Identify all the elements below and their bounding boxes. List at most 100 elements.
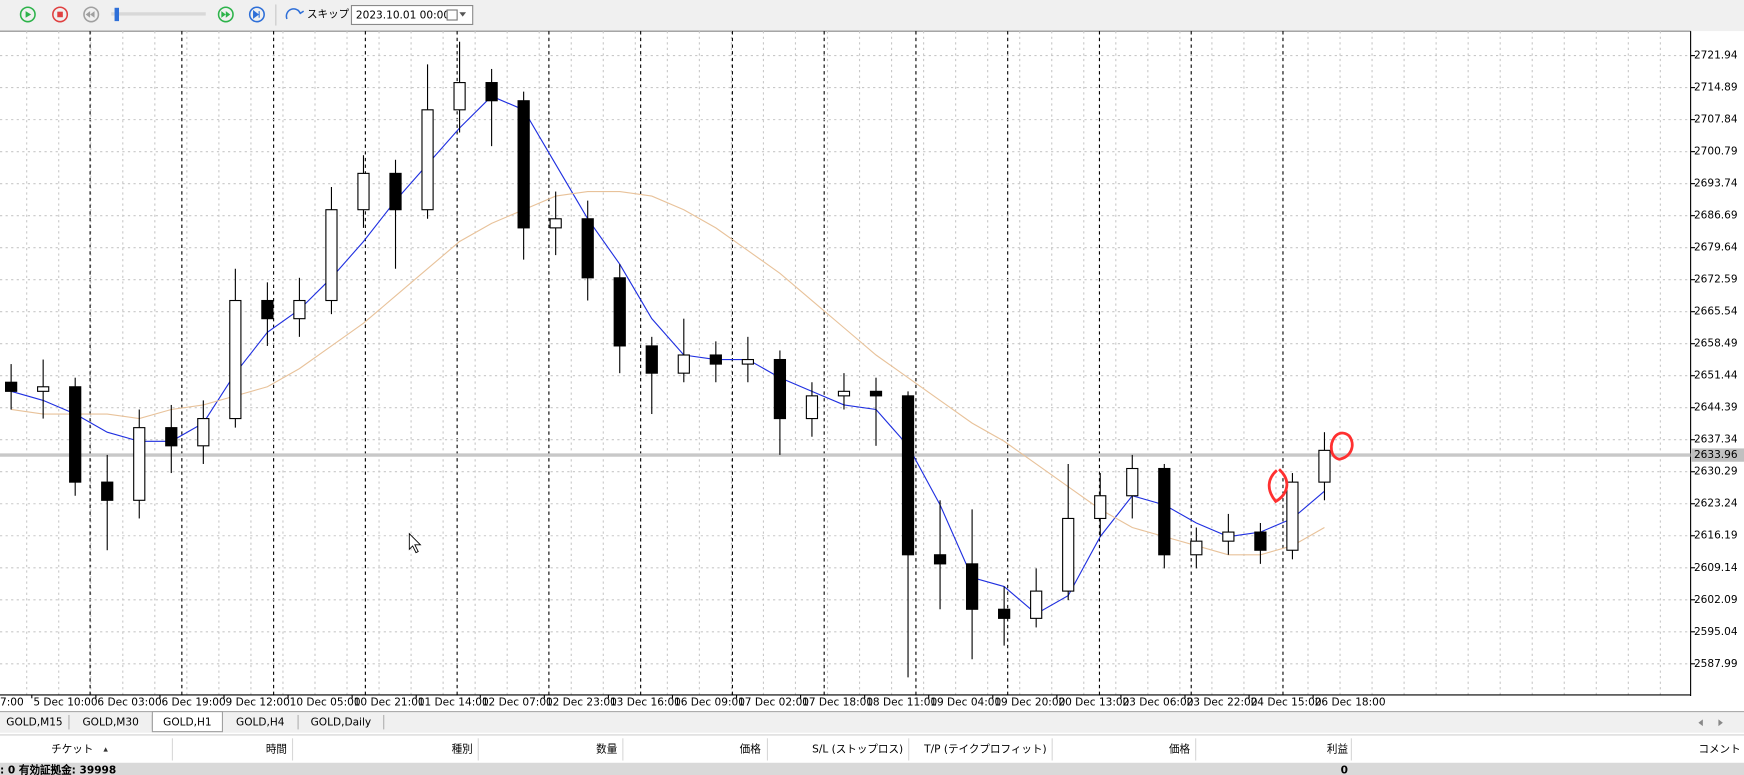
candle-body bbox=[197, 418, 210, 447]
candle-body bbox=[709, 354, 722, 365]
account-summary: : 0 有効証拠金: 39998 bbox=[0, 764, 116, 775]
candle-body bbox=[133, 427, 146, 501]
profit-total: 0 bbox=[1341, 765, 1348, 775]
x-tick-label: 23 Dec 22:00 bbox=[1187, 697, 1258, 709]
candle-body bbox=[37, 386, 50, 392]
date-field[interactable] bbox=[350, 5, 474, 26]
x-tick-label: 23 Dec 06:00 bbox=[1122, 697, 1193, 709]
tab-label[interactable]: GOLD,M15 bbox=[6, 717, 62, 729]
candle-body bbox=[453, 82, 466, 111]
candle-body bbox=[5, 381, 18, 392]
column-header[interactable]: T/P (テイクプロフィット) bbox=[923, 743, 1046, 755]
y-tick-label: 2630.29 bbox=[1694, 466, 1738, 478]
candle-body bbox=[421, 109, 434, 211]
column-header[interactable]: コメント bbox=[1698, 743, 1740, 755]
x-tick-label: 24 Dec 15:00 bbox=[1251, 697, 1322, 709]
candle-body bbox=[741, 358, 754, 365]
column-header[interactable]: 価格 bbox=[1169, 742, 1191, 755]
candle-body bbox=[1094, 495, 1107, 520]
column-header[interactable]: 価格 bbox=[740, 742, 762, 755]
x-tick-label: 10 Dec 05:00 bbox=[290, 697, 361, 709]
candle-body bbox=[869, 390, 883, 397]
candle-body bbox=[837, 390, 851, 397]
x-tick-label: 9 Dec 12:00 bbox=[226, 697, 291, 709]
y-tick-label: 2714.89 bbox=[1694, 82, 1738, 94]
skip-to-button[interactable] bbox=[248, 6, 265, 23]
column-header[interactable]: 種別 bbox=[452, 742, 473, 755]
current-price-label: 2633.96 bbox=[1694, 449, 1738, 461]
y-tick-label: 2686.69 bbox=[1694, 210, 1738, 222]
tab-active-bg bbox=[151, 711, 224, 733]
scroll-right bbox=[1718, 719, 1723, 727]
candle-body bbox=[229, 299, 242, 420]
x-tick-label: 6 Dec 03:00 bbox=[97, 697, 162, 709]
candle-body bbox=[677, 354, 690, 374]
x-tick-label: 10 Dec 21:00 bbox=[354, 697, 425, 709]
candle-body bbox=[1126, 467, 1139, 497]
y-tick-label: 2700.79 bbox=[1694, 146, 1738, 158]
x-tick-label: 20 Dec 13:00 bbox=[1058, 697, 1129, 709]
candle-body bbox=[901, 395, 915, 556]
candle-body bbox=[1062, 517, 1075, 592]
stop-button-ring bbox=[52, 6, 69, 23]
tab-label[interactable]: GOLD,M30 bbox=[82, 717, 139, 729]
column-header[interactable]: 時間 bbox=[266, 743, 287, 755]
x-tick-label: 17 Dec 18:00 bbox=[802, 697, 873, 709]
y-tick-label: 2616.19 bbox=[1694, 530, 1738, 542]
toolbar bbox=[0, 0, 1744, 32]
dropdown-arrow bbox=[459, 12, 467, 17]
y-tick-label: 2623.24 bbox=[1694, 498, 1738, 510]
stop-button[interactable] bbox=[52, 6, 69, 23]
skip-arrow-icon[interactable] bbox=[285, 8, 305, 20]
candle-body bbox=[101, 481, 114, 501]
x-tick-label: 19 Dec 04:00 bbox=[930, 697, 1001, 709]
candle-body bbox=[389, 172, 402, 211]
candle-body bbox=[1318, 449, 1331, 483]
tab-label[interactable]: GOLD,H4 bbox=[236, 717, 285, 729]
candle-body bbox=[261, 299, 274, 320]
x-tick-label: 17 Dec 02:00 bbox=[738, 697, 809, 709]
candle-body bbox=[357, 172, 370, 211]
column-header[interactable]: チケット bbox=[51, 743, 93, 755]
y-tick-label: 2602.09 bbox=[1694, 594, 1738, 606]
y-tick-label: 2644.39 bbox=[1694, 402, 1738, 414]
column-header[interactable]: 利益 bbox=[1327, 742, 1349, 755]
column-header[interactable]: S/L (ストップロス) bbox=[812, 743, 903, 755]
sort-arrow bbox=[103, 747, 108, 752]
play-button-ring bbox=[19, 6, 36, 23]
tab-label[interactable]: GOLD,H1 bbox=[163, 717, 211, 729]
y-tick-label: 2658.49 bbox=[1694, 338, 1738, 350]
scroll-left bbox=[1698, 719, 1703, 727]
candle-body bbox=[613, 277, 626, 347]
tab[interactable]: GOLD,H1 bbox=[151, 711, 224, 733]
x-tick-label: 5 Dec 10:00 bbox=[33, 697, 98, 709]
y-tick-label: 2609.14 bbox=[1694, 562, 1738, 574]
candle-body bbox=[485, 82, 498, 102]
x-tick-label: 12 Dec 23:00 bbox=[546, 697, 617, 709]
speed-slider[interactable] bbox=[111, 12, 206, 16]
candle-body bbox=[1158, 467, 1171, 556]
skip-label[interactable]: スキップ bbox=[307, 8, 350, 20]
annotation-mark bbox=[1267, 468, 1289, 504]
candle-body bbox=[1030, 590, 1043, 619]
tab-label[interactable]: GOLD,Daily bbox=[311, 717, 372, 729]
tab[interactable]: GOLD,M15 bbox=[6, 714, 70, 730]
column-header[interactable]: 数量 bbox=[596, 742, 618, 755]
tab-bar bbox=[0, 711, 1744, 733]
account-row-bg bbox=[0, 762, 1744, 775]
x-tick-label: 11 Dec 14:00 bbox=[418, 697, 489, 709]
candle-body bbox=[69, 386, 82, 483]
mouse-cursor bbox=[408, 532, 422, 554]
current-price-box bbox=[1691, 448, 1744, 462]
fast-forward-button-ring bbox=[217, 6, 234, 23]
tab[interactable]: GOLD,H4 bbox=[236, 714, 299, 730]
play-button[interactable] bbox=[19, 6, 36, 23]
slider-thumb[interactable] bbox=[114, 7, 120, 22]
y-tick-label: 2637.34 bbox=[1694, 434, 1738, 446]
candle-body bbox=[517, 100, 530, 229]
x-tick-label: 18 Dec 11:00 bbox=[866, 697, 937, 709]
tab[interactable]: GOLD,Daily bbox=[311, 714, 385, 730]
date-value[interactable]: 2023.10.01 00:00 bbox=[356, 10, 450, 22]
